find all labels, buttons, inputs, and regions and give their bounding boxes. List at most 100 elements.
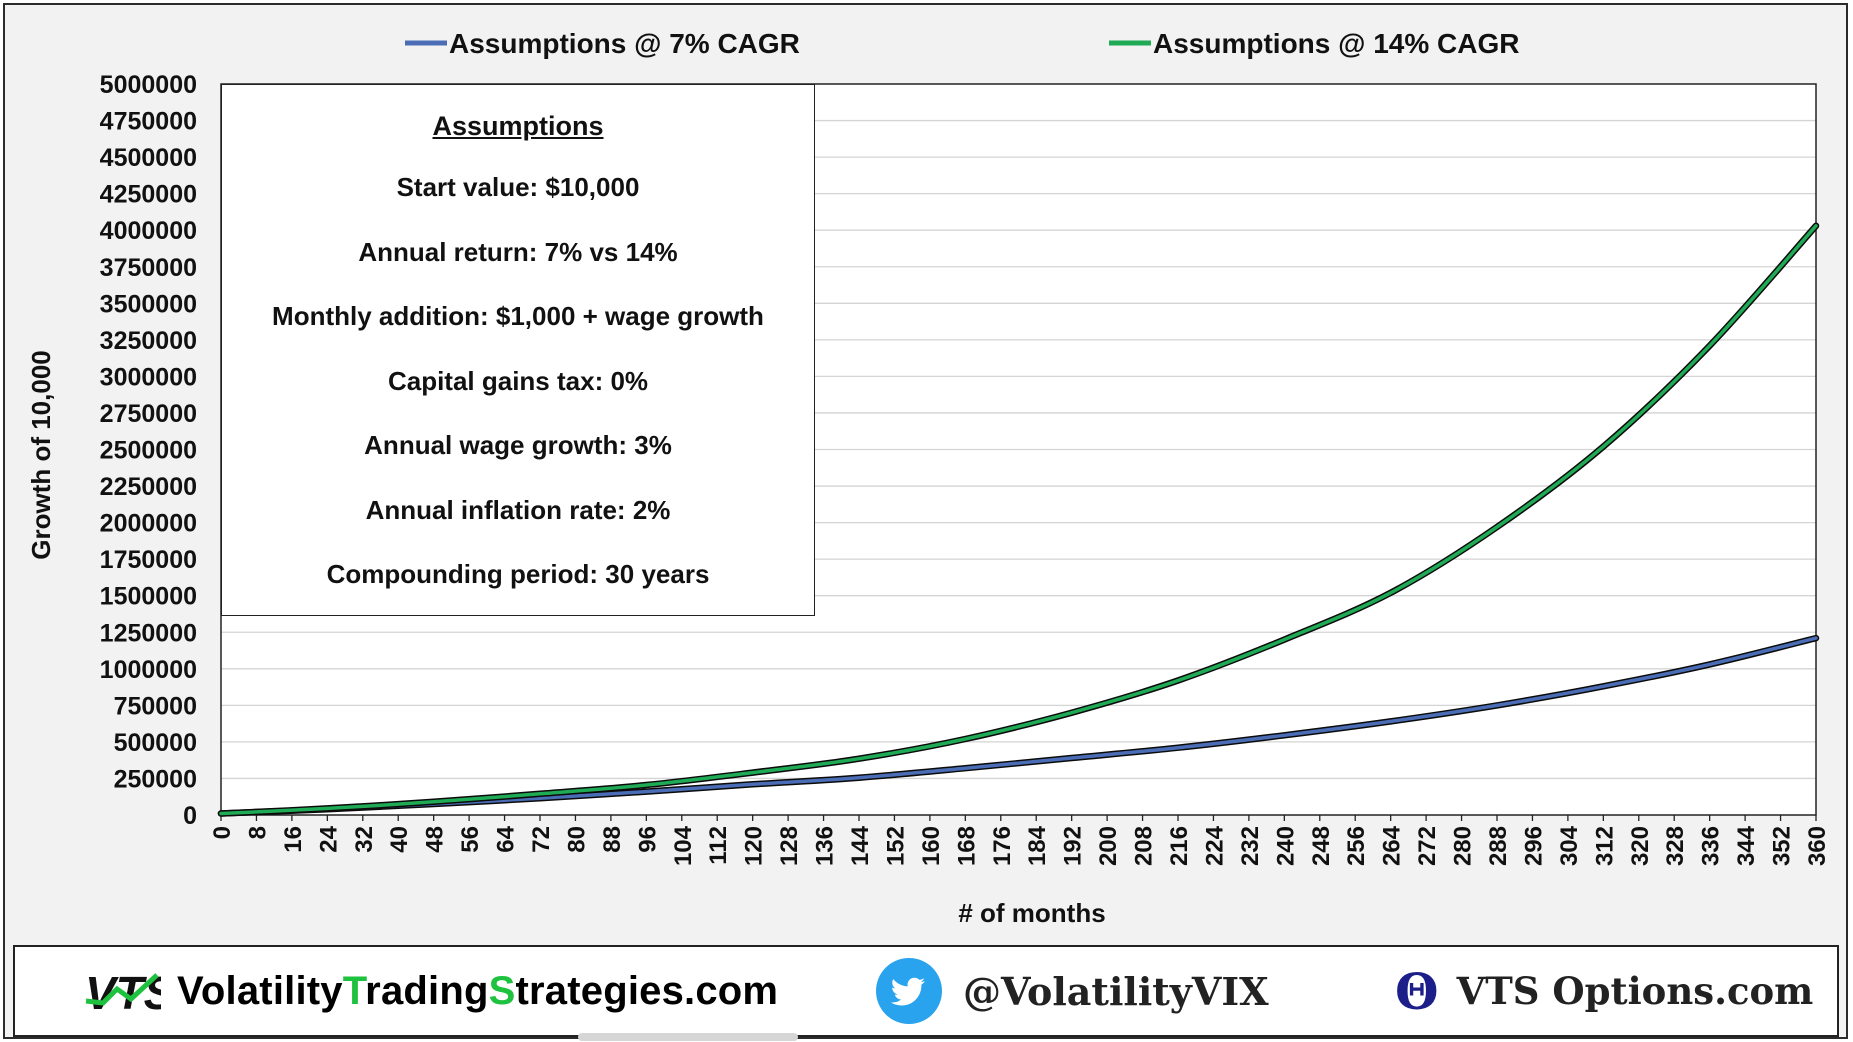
x-tick-label: 344 [1733, 825, 1760, 866]
vts-logo-icon: VTS [85, 967, 161, 1019]
x-tick-label: 64 [493, 825, 520, 852]
x-tick-label: 200 [1095, 826, 1122, 866]
site-name-part: T [342, 968, 366, 1013]
x-tick-label: 232 [1237, 826, 1264, 866]
y-tick-label: 4000000 [100, 217, 197, 245]
x-tick-label: 0 [209, 826, 236, 839]
x-axis-label: # of months [958, 898, 1105, 928]
y-tick-label: 500000 [114, 729, 197, 757]
series-line-1 [219, 224, 1818, 816]
site-name-part: S [488, 968, 516, 1013]
y-tick-label: 0 [183, 802, 197, 830]
twitter-group[interactable]: @VolatilityVIX [875, 947, 1269, 1035]
assumption-start-value: Start value: $10,000 [396, 172, 640, 202]
assumption-annual-return: Annual return: 7% vs 14% [358, 236, 678, 267]
x-tick-label: 240 [1272, 826, 1299, 866]
x-tick-label: 48 [422, 826, 449, 853]
x-tick-label: 224 [1201, 825, 1228, 866]
x-tick-label: 120 [741, 826, 768, 866]
x-tick-label: 272 [1414, 826, 1441, 866]
x-tick-label: 16 [280, 826, 307, 853]
x-tick-label: 160 [918, 826, 945, 866]
y-axis-label: Growth of 10,000 [26, 350, 56, 560]
x-tick-label: 24 [315, 825, 342, 852]
x-tick-label: 256 [1343, 826, 1370, 866]
legend-label: Assumptions @ 14% CAGR [1153, 28, 1519, 59]
x-tick-label: 168 [953, 826, 980, 866]
x-tick-label: 304 [1556, 825, 1583, 866]
y-tick-label: 2750000 [100, 400, 197, 428]
assumption-inflation-rate: Annual inflation rate: 2% [365, 494, 671, 525]
x-tick-label: 248 [1308, 826, 1335, 866]
y-tick-label: 5000000 [100, 71, 197, 99]
series-line-0 [219, 636, 1818, 816]
x-tick-label: 336 [1698, 826, 1725, 866]
x-tick-label: 312 [1591, 826, 1618, 866]
y-tick-label: 4250000 [100, 181, 197, 209]
x-tick-label: 88 [599, 826, 626, 853]
y-tick-label: 1500000 [100, 583, 197, 611]
footer-banner: VTS VolatilityTradingStrategies.com @Vol… [13, 945, 1839, 1037]
legend-label: Assumptions @ 7% CAGR [449, 28, 800, 59]
y-tick-label: 4500000 [100, 144, 197, 172]
x-tick-label: 184 [1024, 825, 1051, 866]
y-axis-ticks: 0 250000 500000 750000 1000000 1250000 1500000… [100, 71, 197, 830]
vts-site-group[interactable]: VTS VolatilityTradingStrategies.com [83, 947, 778, 1035]
assumption-capital-gains-tax: Capital gains tax: 0% [387, 365, 649, 396]
twitter-bird-icon [876, 958, 942, 1024]
theta-icon: Θ [1395, 961, 1439, 1021]
x-tick-label: 208 [1131, 826, 1158, 866]
x-tick-label: 296 [1520, 826, 1547, 866]
site-name-part: trategies.com [515, 968, 779, 1013]
x-tick-label: 112 [705, 826, 732, 865]
y-tick-label: 3000000 [100, 363, 197, 391]
site-name-link[interactable]: VolatilityTradingStrategies.com [177, 969, 778, 1014]
x-tick-label: 144 [847, 825, 874, 866]
y-tick-label: 1250000 [100, 619, 197, 647]
x-tick-label: 328 [1662, 826, 1689, 866]
x-tick-label: 32 [351, 826, 378, 853]
y-tick-label: 3750000 [100, 254, 197, 282]
horizontal-scrollbar[interactable] [578, 1033, 798, 1041]
y-tick-label: 1750000 [100, 546, 197, 574]
y-tick-label: 2500000 [100, 437, 197, 465]
x-tick-label: 128 [776, 826, 803, 866]
y-tick-label: 4750000 [100, 108, 197, 136]
assumption-compounding-period: Compounding period: 30 years [326, 559, 710, 589]
x-tick-label: 72 [528, 826, 555, 853]
x-tick-label: 96 [634, 826, 661, 853]
assumption-monthly-addition: Monthly addition: $1,000 + wage growth [272, 301, 764, 331]
y-tick-label: 750000 [114, 692, 197, 720]
y-tick-label: 2250000 [100, 473, 197, 501]
twitter-handle[interactable]: @VolatilityVIX [963, 968, 1269, 1014]
x-tick-label: 216 [1166, 826, 1193, 866]
series-lines [217, 222, 1820, 817]
options-site-link[interactable]: VTS Options.com [1456, 969, 1814, 1013]
x-tick-label: 8 [244, 826, 271, 839]
y-tick-label: 250000 [114, 765, 197, 793]
x-tick-label: 176 [989, 826, 1016, 866]
x-tick-label: 280 [1450, 826, 1477, 866]
x-tick-label: 80 [563, 826, 590, 853]
x-tick-label: 104 [670, 825, 697, 866]
x-tick-label: 136 [812, 826, 839, 866]
site-name-part: rading [365, 968, 489, 1013]
assumptions-title: Assumptions [432, 111, 604, 141]
x-tick-label: 56 [457, 826, 484, 853]
vts-options-group[interactable]: Θ VTS Options.com [1395, 947, 1813, 1035]
x-axis-ticks: 0 8 16 24 32 40 48 56 64 72 80 88 96 104 112 120 128 136 1… [209, 815, 1831, 866]
site-name-part: Volatility [177, 968, 343, 1013]
legend: Assumptions @ 7% CAGR Assumptions @ 14% C… [405, 28, 1519, 59]
y-tick-label: 2000000 [100, 510, 197, 538]
assumption-wage-growth: Annual wage growth: 3% [364, 430, 672, 460]
y-tick-label: 3500000 [100, 290, 197, 318]
x-tick-label: 192 [1060, 826, 1087, 866]
assumptions-box: Assumptions Start value: $10,000 Annual … [221, 84, 815, 616]
x-tick-label: 152 [882, 826, 909, 866]
y-tick-label: 1000000 [100, 656, 197, 684]
x-tick-label: 320 [1627, 826, 1654, 866]
x-tick-label: 288 [1485, 826, 1512, 866]
x-tick-label: 264 [1379, 825, 1406, 866]
x-tick-label: 40 [386, 826, 413, 853]
x-tick-label: 352 [1769, 826, 1796, 866]
